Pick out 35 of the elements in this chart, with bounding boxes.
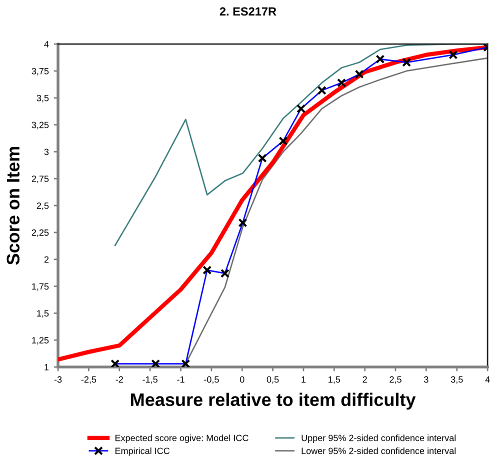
x-tick-label: 3	[424, 376, 428, 383]
x-tick-label: -2	[116, 376, 123, 383]
x-tick-label: -0,5	[204, 376, 219, 384]
x-axis-title: Measure relative to item difficulty	[131, 392, 416, 410]
y-tick-label: 1,25	[32, 337, 49, 345]
x-tick-label: 4	[485, 376, 490, 383]
y-tick-label: 3,25	[32, 122, 49, 130]
x-tick-label: -3	[54, 376, 62, 383]
x-tick-label: 0	[240, 376, 244, 383]
y-tick-label: 4	[44, 41, 49, 48]
x-tick-label: 1	[302, 376, 306, 383]
y-tick-label: 1,75	[32, 283, 49, 291]
x-tick-label: 2	[362, 376, 367, 383]
y-tick-label: 3	[44, 148, 49, 156]
y-tick-label: 1	[44, 364, 49, 370]
x-tick-label: 2,5	[390, 376, 402, 384]
legend-label: Lower 95% 2-sided confidence interval	[302, 447, 456, 454]
chart-title: 2. ES217R	[220, 7, 276, 16]
y-tick-label: 1,5	[37, 310, 49, 318]
y-tick-label: 2,25	[32, 229, 49, 237]
x-tick-label: 3,5	[450, 376, 463, 384]
x-tick-label: -1,5	[142, 376, 158, 384]
y-tick-label: 3,5	[36, 94, 49, 102]
y-axis-title: Score on Item	[6, 146, 20, 265]
legend-label: Empirical ICC	[115, 447, 170, 456]
x-tick-label: -1	[177, 376, 184, 383]
x-tick-label: -2,5	[81, 376, 96, 384]
legend-label: Expected score ogive: Model ICC	[115, 434, 248, 443]
x-tick-label: 1,5	[328, 376, 340, 384]
y-tick-label: 2,75	[32, 176, 49, 184]
y-tick-label: 3,75	[32, 68, 49, 76]
x-tick-label: 0,5	[266, 376, 279, 384]
legend-label: Upper 95% 2-sided confidence interval	[302, 434, 456, 443]
y-tick-label: 2	[44, 256, 49, 263]
y-tick-label: 2,5	[36, 202, 49, 210]
